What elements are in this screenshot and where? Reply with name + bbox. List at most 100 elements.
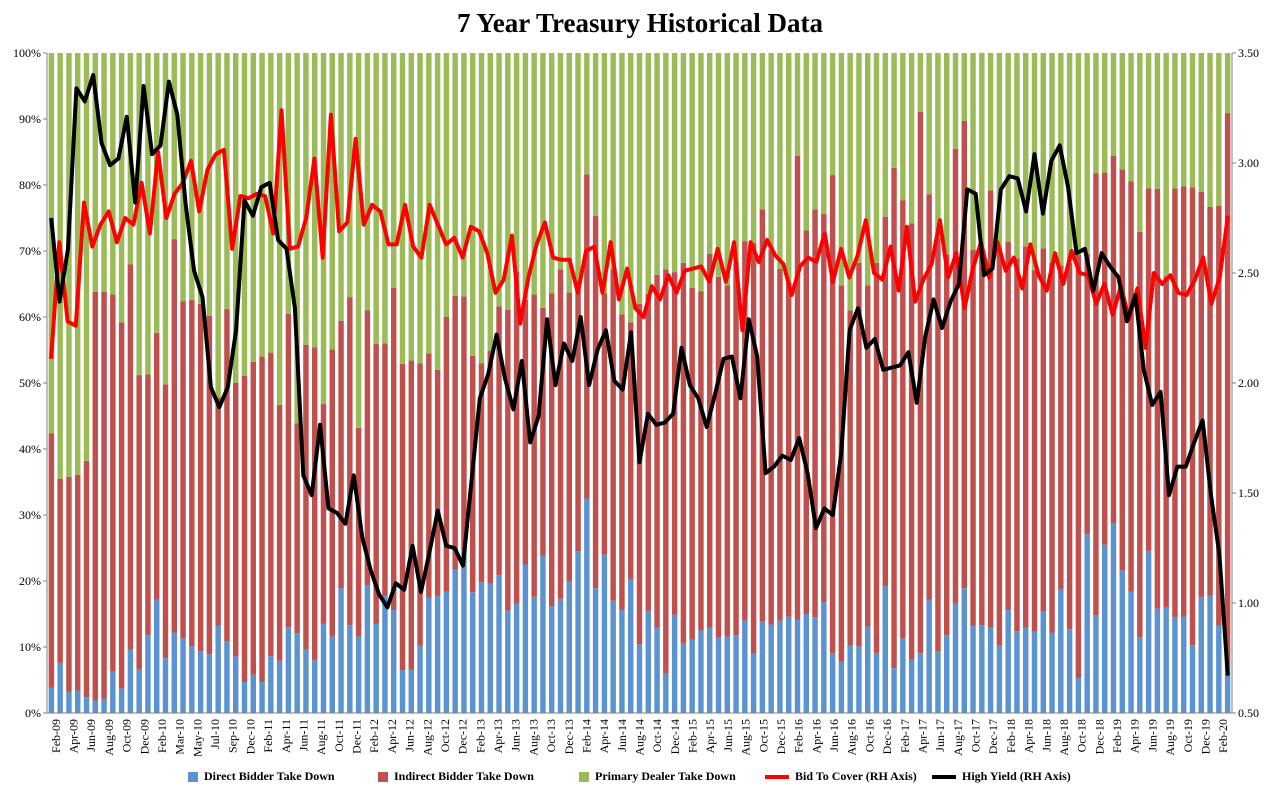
x-tick-label: Dec-15	[774, 719, 788, 754]
bar-dealer	[1207, 53, 1213, 207]
bar-direct	[917, 652, 924, 713]
bar-dealer	[1093, 53, 1099, 174]
bar-indirect	[268, 352, 274, 657]
x-tick-label: Oct-11	[332, 719, 346, 752]
bar-dealer	[505, 53, 511, 310]
bar-direct	[926, 599, 932, 713]
legend-label-bid-to-cover: Bid To Cover (RH Axis)	[795, 769, 917, 783]
bar-dealer	[531, 53, 537, 295]
bar-direct	[434, 595, 441, 713]
bar-indirect	[777, 268, 783, 621]
bar-direct	[742, 620, 748, 713]
bar-dealer	[66, 53, 72, 477]
bar-indirect	[312, 347, 318, 660]
bar-direct	[250, 674, 256, 713]
bar-direct	[707, 627, 713, 713]
bar-indirect	[391, 287, 397, 611]
bar-dealer	[1172, 53, 1178, 189]
x-tick-label: Aug-18	[1057, 719, 1071, 756]
bar-indirect	[434, 369, 441, 596]
bar-indirect	[347, 297, 353, 626]
bar-direct	[470, 592, 476, 713]
bar-direct	[671, 614, 678, 713]
bar-dealer	[715, 53, 722, 277]
y-tick-label-left: 90%	[19, 112, 41, 126]
bar-direct	[987, 627, 994, 713]
bar-direct	[276, 660, 283, 713]
bar-indirect	[812, 209, 818, 618]
bar-dealer	[118, 53, 125, 323]
bar-direct	[382, 595, 388, 713]
x-tick-label: Dec-16	[880, 719, 894, 754]
bar-direct	[1119, 570, 1125, 713]
bar-indirect	[610, 269, 616, 601]
bar-dealer	[259, 53, 265, 357]
x-tick-label: Oct-09	[120, 719, 134, 752]
bar-indirect	[636, 303, 643, 645]
bar-indirect	[952, 148, 959, 604]
bar-indirect	[794, 155, 801, 620]
bar-indirect	[882, 216, 888, 587]
bar-dealer	[601, 53, 608, 294]
bar-dealer	[312, 53, 318, 348]
bar-indirect	[838, 285, 845, 662]
bar-direct	[996, 645, 1003, 713]
bar-direct	[215, 625, 221, 713]
bar-dealer	[171, 53, 177, 240]
x-tick-label: Oct-19	[1181, 719, 1195, 752]
x-tick-label: Oct-16	[862, 719, 876, 752]
bar-direct	[575, 551, 581, 713]
bar-dealer	[1128, 53, 1134, 182]
y-tick-label-left: 100%	[13, 46, 41, 60]
x-tick-label: Apr-15	[703, 719, 717, 753]
bar-direct	[1058, 588, 1064, 713]
bar-dealer	[979, 53, 985, 253]
bar-indirect	[224, 309, 230, 642]
bar-dealer	[803, 53, 809, 231]
bar-indirect	[724, 285, 730, 637]
bar-direct	[645, 610, 651, 713]
bar-dealer	[865, 53, 871, 286]
bar-dealer	[970, 53, 976, 250]
bar-direct	[171, 632, 177, 713]
x-tick-label: Jun-15	[721, 719, 735, 752]
bar-indirect	[961, 120, 967, 589]
bar-direct	[505, 610, 511, 713]
x-tick-label: Jun-18	[1039, 719, 1053, 752]
bar-direct	[1154, 608, 1161, 713]
bar-direct	[329, 636, 335, 713]
bar-dealer	[478, 53, 485, 364]
bar-indirect	[829, 175, 836, 653]
bar-dealer	[821, 53, 827, 215]
bar-direct	[1189, 645, 1196, 713]
x-tick-label: Oct-17	[969, 719, 983, 752]
bar-dealer	[83, 53, 90, 461]
legend-label-direct: Direct Bidder Take Down	[204, 769, 335, 783]
bar-indirect	[847, 310, 853, 646]
bar-dealer	[48, 53, 55, 434]
bar-direct	[566, 581, 572, 713]
bar-direct	[1224, 666, 1231, 713]
bar-direct	[821, 602, 827, 713]
legend-item-dealer: Primary Dealer Take Down	[579, 769, 736, 784]
x-tick-label: Jun-13	[509, 719, 523, 752]
y-tick-label-left: 30%	[19, 508, 41, 522]
bar-indirect	[1014, 258, 1020, 632]
x-tick-label: Feb-09	[49, 719, 63, 753]
bar-dealer	[856, 53, 862, 263]
bar-indirect	[162, 384, 169, 659]
bar-dealer	[1154, 53, 1161, 189]
bar-direct	[1198, 596, 1204, 713]
legend-swatch-dealer	[579, 771, 589, 782]
x-tick-label: Oct-18	[1075, 719, 1089, 752]
bar-direct	[838, 661, 845, 713]
bar-dealer	[619, 53, 625, 315]
bar-direct	[970, 625, 976, 713]
bar-direct	[522, 564, 529, 713]
bar-dealer	[355, 53, 362, 428]
bar-indirect	[496, 306, 502, 576]
bar-indirect	[66, 476, 72, 692]
line-high-yield	[49, 73, 1230, 676]
bar-indirect	[1093, 173, 1099, 616]
legend-item-bid-to-cover: Bid To Cover (RH Axis)	[765, 769, 917, 784]
